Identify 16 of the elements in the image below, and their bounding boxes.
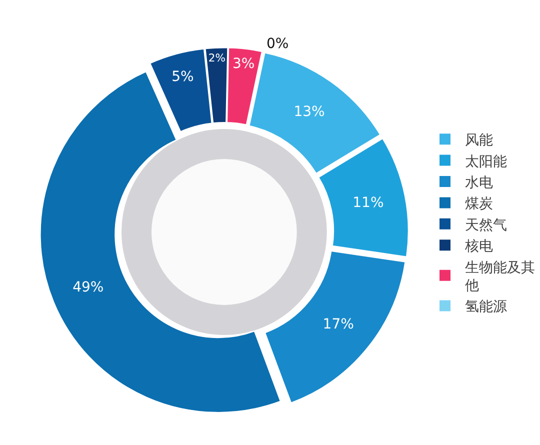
data-label: 3% (232, 56, 255, 72)
legend-label: 水电 (465, 174, 493, 191)
data-label: 49% (72, 280, 104, 296)
data-label: 13% (294, 104, 325, 120)
legend-label: 核电 (464, 238, 493, 255)
text: 0% (266, 36, 289, 52)
legend-label: 风能 (465, 132, 493, 149)
data-label: 17% (322, 316, 354, 332)
data-label: 5% (172, 69, 194, 86)
legend-label: 煤炭 (465, 196, 493, 212)
legend-label: 生物能及其他 (465, 260, 535, 294)
data-label: 11% (352, 194, 384, 211)
legend-label: 天然气 (465, 217, 507, 234)
legend-label: 太阳能 (465, 154, 507, 170)
data-label: 2% (208, 51, 226, 64)
legend-label: 氢能源 (465, 299, 507, 316)
